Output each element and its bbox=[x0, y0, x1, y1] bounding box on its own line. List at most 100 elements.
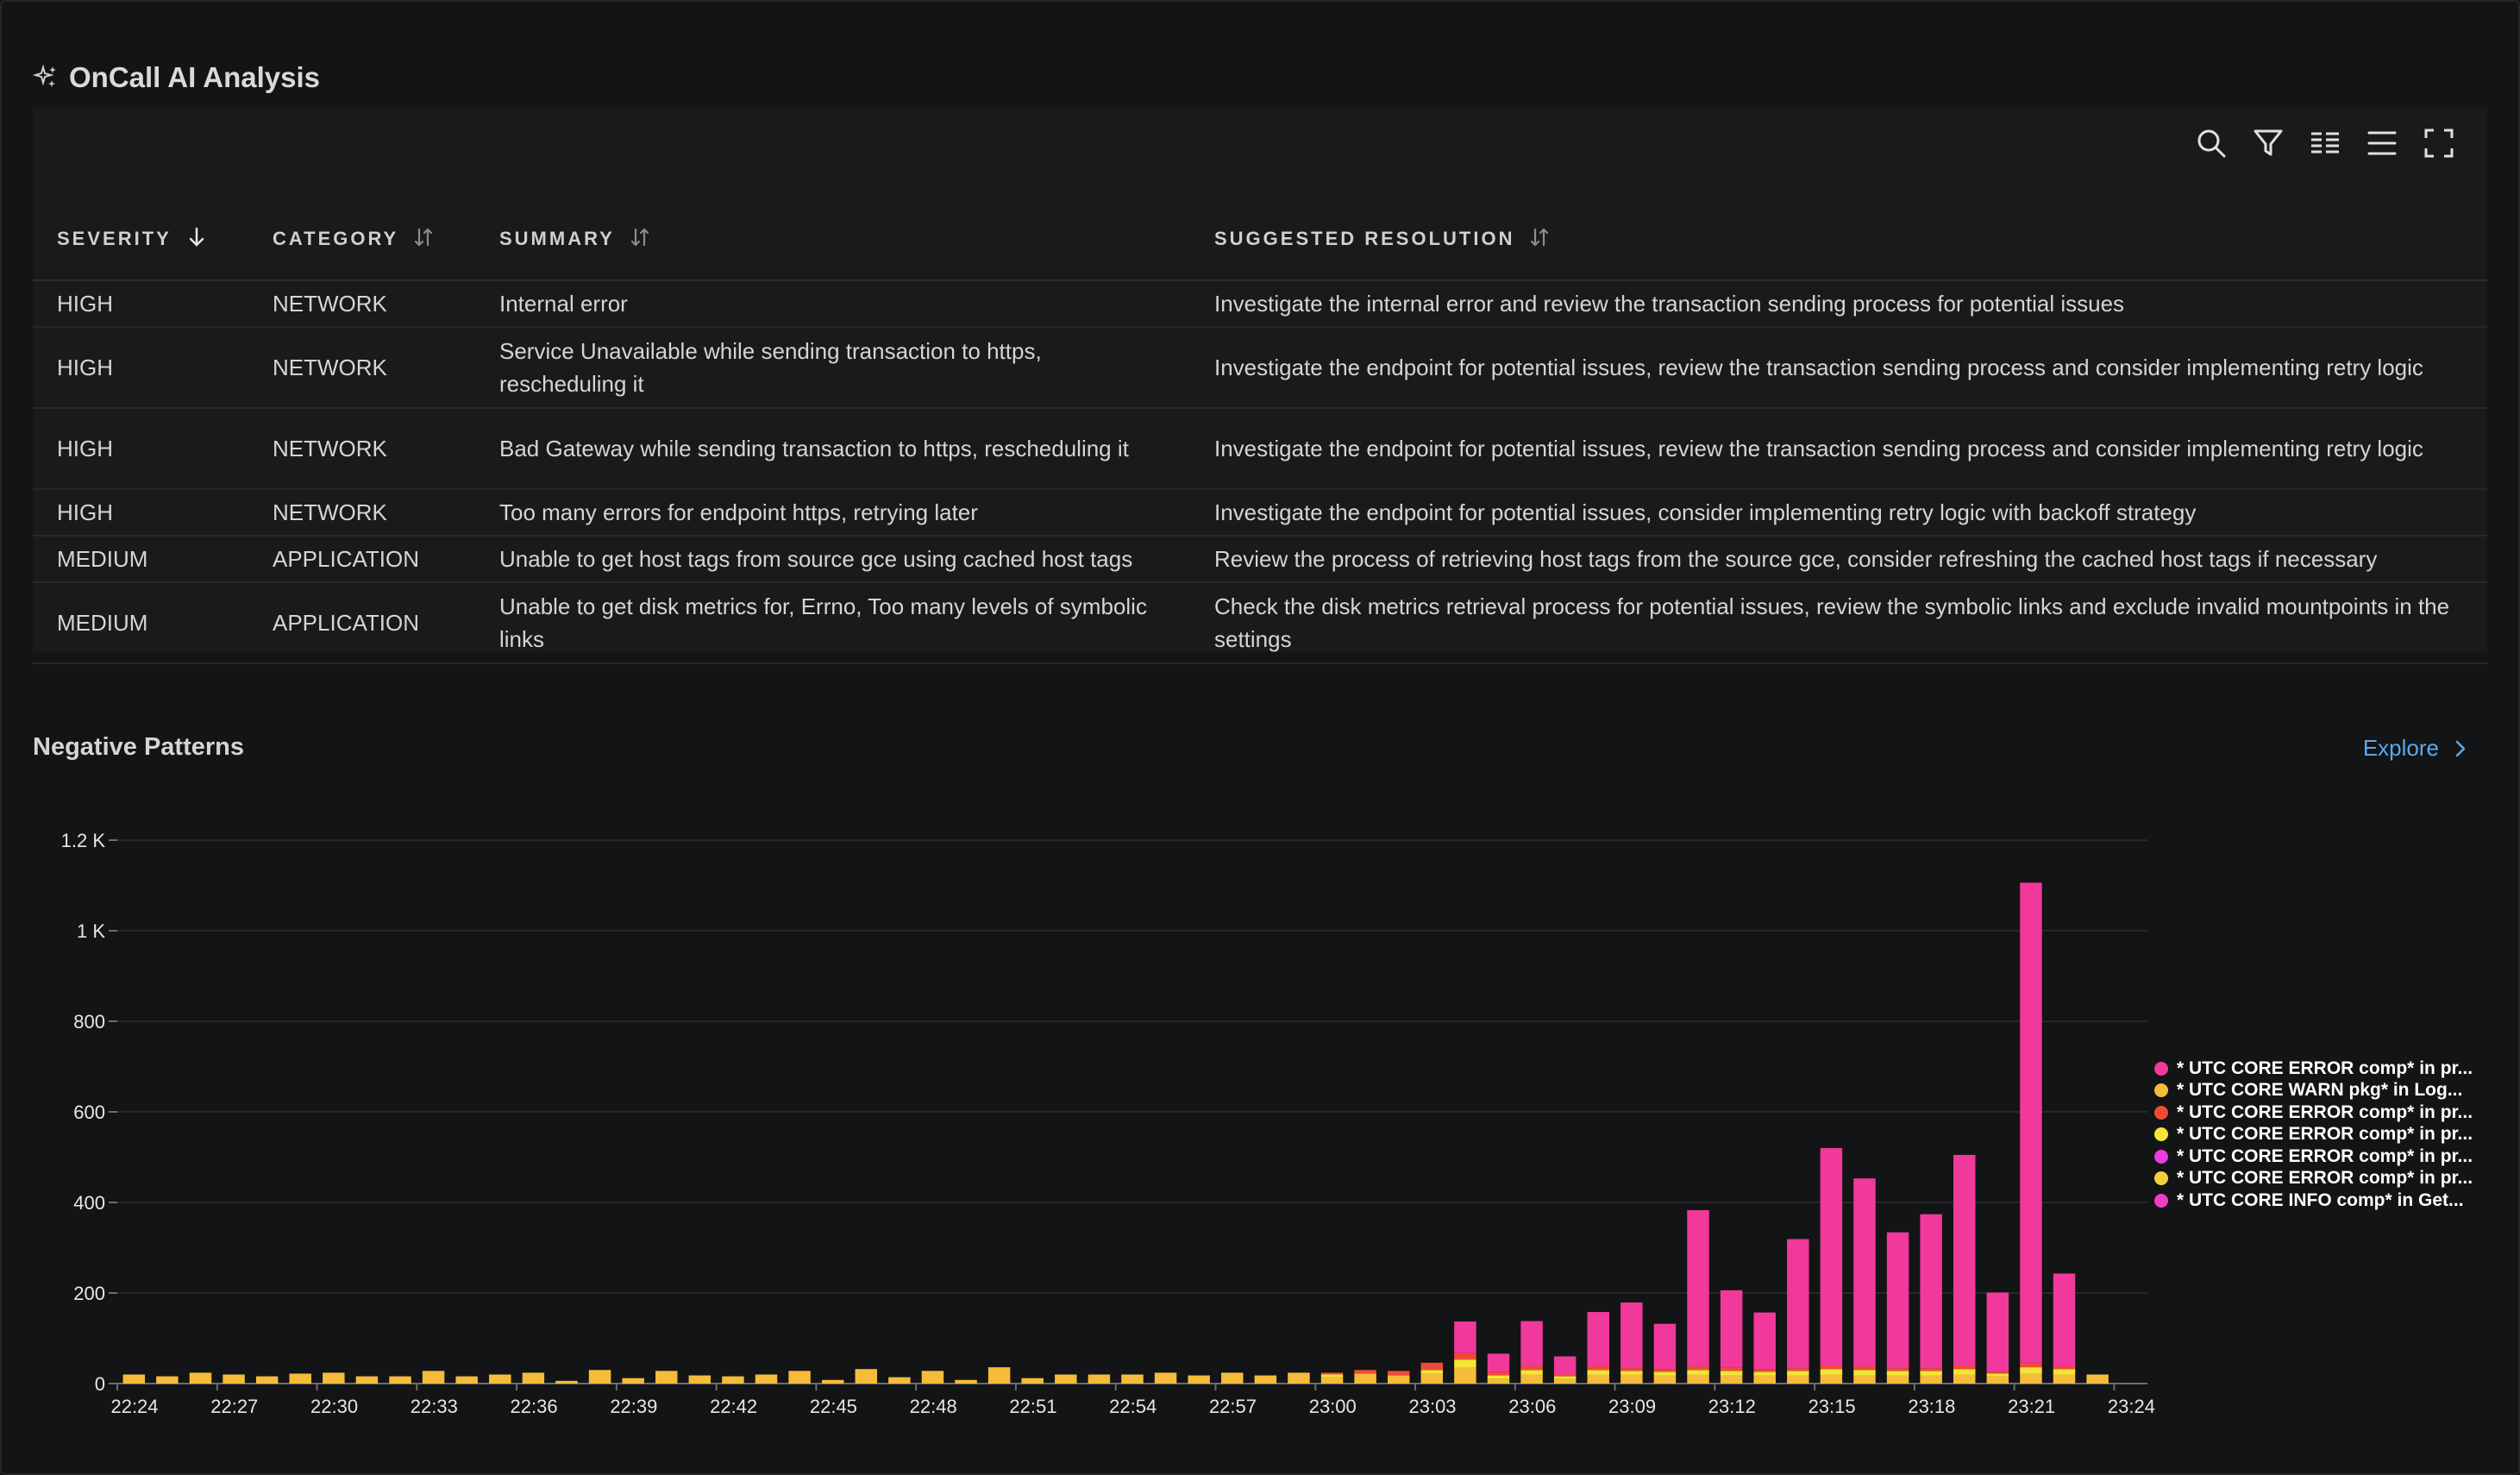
bar-segment bbox=[422, 1371, 445, 1384]
explore-label: Explore bbox=[2362, 735, 2439, 761]
legend-swatch bbox=[2154, 1171, 2168, 1186]
cell-severity: MEDIUM bbox=[33, 582, 248, 664]
bar-segment bbox=[1620, 1302, 1643, 1369]
bar-segment bbox=[722, 1376, 744, 1384]
bar-segment bbox=[289, 1373, 311, 1384]
bar-segment bbox=[2053, 1369, 2076, 1375]
bar-segment bbox=[1021, 1378, 1044, 1384]
x-tick-label: 22:42 bbox=[710, 1396, 757, 1417]
bar-segment bbox=[223, 1374, 245, 1384]
cell-resolution: Investigate the endpoint for potential i… bbox=[1190, 489, 2487, 537]
bar-segment bbox=[1154, 1372, 1177, 1384]
column-header-severity[interactable]: SEVERITY bbox=[33, 200, 248, 281]
bar-segment bbox=[1055, 1374, 1077, 1384]
y-tick-label: 200 bbox=[73, 1283, 105, 1304]
bar-segment bbox=[1753, 1312, 1776, 1370]
bar-segment bbox=[1121, 1374, 1144, 1384]
legend-item[interactable]: * UTC CORE ERROR comp* in pr... bbox=[2154, 1168, 2473, 1190]
bar-segment bbox=[1953, 1374, 1976, 1384]
legend-label: * UTC CORE ERROR comp* in pr... bbox=[2177, 1102, 2473, 1122]
density-button[interactable] bbox=[2365, 126, 2399, 160]
bar-segment bbox=[1853, 1370, 1876, 1376]
bar-segment bbox=[1720, 1367, 1743, 1371]
legend-item[interactable]: * UTC CORE WARN pkg* in Log... bbox=[2154, 1080, 2473, 1102]
bar-segment bbox=[1587, 1374, 1609, 1384]
bar-segment bbox=[1620, 1368, 1643, 1371]
column-header-summary[interactable]: SUMMARY bbox=[475, 200, 1190, 281]
table-header-row: SEVERITY CATEGORY SUMMARY SUGGESTED RESO… bbox=[33, 200, 2487, 281]
cell-resolution: Investigate the endpoint for potential i… bbox=[1190, 327, 2487, 409]
bar-segment bbox=[1420, 1362, 1444, 1371]
x-tick-label: 22:36 bbox=[511, 1396, 558, 1417]
legend-swatch bbox=[2154, 1149, 2168, 1164]
x-tick-label: 23:24 bbox=[2108, 1396, 2155, 1417]
x-tick-label: 23:09 bbox=[1608, 1396, 1656, 1417]
x-tick-label: 22:48 bbox=[910, 1396, 957, 1417]
panel-header: OnCall AI Analysis bbox=[33, 59, 320, 97]
bar-segment bbox=[1886, 1371, 1909, 1376]
legend-item[interactable]: * UTC CORE ERROR comp* in pr... bbox=[2154, 1058, 2473, 1080]
filter-button[interactable] bbox=[2251, 126, 2285, 160]
table-toolbar bbox=[2194, 126, 2456, 160]
x-tick-label: 22:54 bbox=[1109, 1396, 1157, 1417]
column-header-category[interactable]: CATEGORY bbox=[248, 200, 475, 281]
bar-segment bbox=[1553, 1376, 1577, 1379]
legend-label: * UTC CORE ERROR comp* in pr... bbox=[2177, 1145, 2473, 1166]
bar-segment bbox=[1953, 1154, 1976, 1365]
cell-severity: HIGH bbox=[33, 327, 248, 409]
bar-segment bbox=[156, 1376, 179, 1384]
cell-category: NETWORK bbox=[248, 327, 475, 409]
table-row[interactable]: HIGH NETWORK Internal error Investigate … bbox=[33, 280, 2487, 328]
cell-summary: Service Unavailable while sending transa… bbox=[475, 327, 1190, 409]
bar-segment bbox=[1587, 1370, 1609, 1375]
sort-icon bbox=[415, 228, 433, 247]
legend-label: * UTC CORE WARN pkg* in Log... bbox=[2177, 1080, 2463, 1101]
bar-segment bbox=[1886, 1368, 1909, 1371]
column-header-label: SUGGESTED RESOLUTION bbox=[1214, 227, 1515, 249]
bar-segment bbox=[1520, 1366, 1543, 1371]
bar-segment bbox=[1354, 1370, 1376, 1374]
bar-segment bbox=[1420, 1373, 1444, 1384]
bar-segment bbox=[1787, 1368, 1809, 1371]
bar-segment bbox=[389, 1376, 411, 1384]
bar-segment bbox=[987, 1367, 1011, 1384]
explore-link[interactable]: Explore bbox=[2363, 735, 2470, 762]
x-tick-label: 23:15 bbox=[1809, 1396, 1856, 1417]
cell-resolution: Investigate the endpoint for potential i… bbox=[1190, 408, 2487, 490]
cell-summary: Too many errors for endpoint https, retr… bbox=[475, 489, 1190, 537]
table-row[interactable]: HIGH NETWORK Bad Gateway while sending t… bbox=[33, 408, 2487, 490]
x-tick-label: 22:30 bbox=[310, 1396, 358, 1417]
table-row[interactable]: MEDIUM APPLICATION Unable to get disk me… bbox=[33, 582, 2487, 664]
x-tick-label: 23:18 bbox=[1908, 1396, 1955, 1417]
legend-swatch bbox=[2154, 1061, 2168, 1076]
menu-lines-icon bbox=[2367, 131, 2397, 155]
bar-segment bbox=[1520, 1374, 1543, 1384]
column-header-resolution[interactable]: SUGGESTED RESOLUTION bbox=[1190, 200, 2487, 281]
bar-segment bbox=[1953, 1369, 1976, 1375]
bar-segment bbox=[1687, 1374, 1709, 1384]
cell-resolution: Review the process of retrieving host ta… bbox=[1190, 536, 2487, 583]
cell-resolution: Investigate the internal error and revie… bbox=[1190, 280, 2487, 328]
legend-item[interactable]: * UTC CORE ERROR comp* in pr... bbox=[2154, 1145, 2473, 1168]
section-title: Negative Patterns bbox=[33, 733, 244, 761]
legend-item[interactable]: * UTC CORE ERROR comp* in pr... bbox=[2154, 1124, 2473, 1146]
table-row[interactable]: MEDIUM APPLICATION Unable to get host ta… bbox=[33, 536, 2487, 583]
columns-button[interactable] bbox=[2308, 126, 2342, 160]
legend-item[interactable]: * UTC CORE ERROR comp* in pr... bbox=[2154, 1102, 2473, 1124]
bar-segment bbox=[1687, 1209, 1709, 1367]
legend-swatch bbox=[2154, 1105, 2168, 1120]
bar-segment bbox=[1553, 1378, 1577, 1384]
bar-segment bbox=[788, 1371, 811, 1384]
bar-segment bbox=[1953, 1365, 1976, 1370]
table-row[interactable]: HIGH NETWORK Too many errors for endpoin… bbox=[33, 489, 2487, 537]
bar-segment bbox=[1787, 1239, 1809, 1369]
bar-segment bbox=[2053, 1273, 2076, 1367]
bar-segment bbox=[1188, 1375, 1210, 1384]
bar-segment bbox=[1420, 1370, 1444, 1374]
legend-item[interactable]: * UTC CORE INFO comp* in Get... bbox=[2154, 1189, 2473, 1212]
fullscreen-button[interactable] bbox=[2422, 126, 2456, 160]
table-row[interactable]: HIGH NETWORK Service Unavailable while s… bbox=[33, 327, 2487, 409]
y-tick-label: 1 K bbox=[77, 920, 105, 942]
search-button[interactable] bbox=[2194, 126, 2229, 160]
